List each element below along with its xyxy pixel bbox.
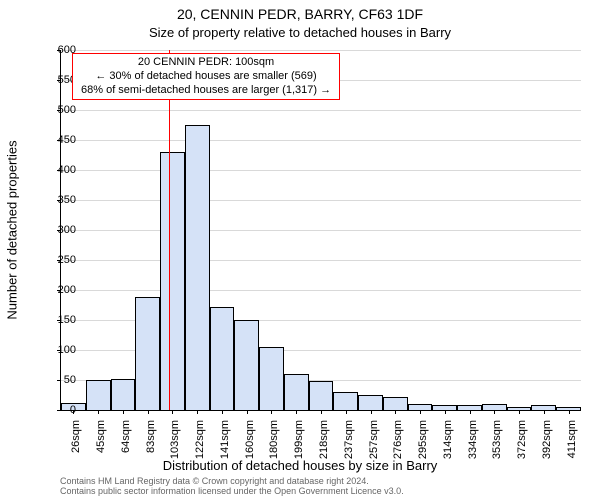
ytick-label: 250 — [40, 254, 76, 266]
ytick-label: 300 — [40, 224, 76, 236]
ytick-label: 450 — [40, 134, 76, 146]
x-axis-label: Distribution of detached houses by size … — [0, 458, 600, 473]
xtick-mark — [395, 410, 396, 414]
plot-area: 26sqm45sqm64sqm83sqm103sqm122sqm141sqm16… — [60, 50, 581, 411]
xtick-mark — [346, 410, 347, 414]
histogram-bar — [210, 307, 235, 410]
xtick-label: 160sqm — [244, 420, 256, 459]
xtick-label: 45sqm — [95, 420, 107, 453]
ytick-label: 100 — [40, 344, 76, 356]
xtick-mark — [148, 410, 149, 414]
xtick-mark — [123, 410, 124, 414]
y-axis-label: Number of detached properties — [5, 140, 20, 319]
ytick-label: 50 — [40, 374, 76, 386]
xtick-label: 103sqm — [169, 420, 181, 459]
histogram-bar — [234, 320, 259, 410]
xtick-label: 392sqm — [541, 420, 553, 459]
xtick-label: 314sqm — [442, 420, 454, 459]
xtick-mark — [271, 410, 272, 414]
histogram-bar — [309, 381, 334, 410]
annotation-line1: 20 CENNIN PEDR: 100sqm — [81, 56, 331, 70]
ytick-label: 600 — [40, 44, 76, 56]
histogram-bar — [135, 297, 160, 410]
footer-attribution: Contains HM Land Registry data © Crown c… — [60, 476, 404, 497]
xtick-label: 180sqm — [268, 420, 280, 459]
gridline — [61, 50, 581, 51]
gridline — [61, 290, 581, 291]
gridline — [61, 110, 581, 111]
ytick-label: 350 — [40, 194, 76, 206]
xtick-mark — [197, 410, 198, 414]
histogram-bar — [86, 380, 111, 410]
xtick-mark — [371, 410, 372, 414]
histogram-bar — [185, 125, 210, 410]
ytick-label: 500 — [40, 104, 76, 116]
xtick-label: 218sqm — [318, 420, 330, 459]
ytick-label: 200 — [40, 284, 76, 296]
xtick-label: 353sqm — [491, 420, 503, 459]
xtick-mark — [247, 410, 248, 414]
gridline — [61, 230, 581, 231]
gridline — [61, 140, 581, 141]
xtick-mark — [445, 410, 446, 414]
annotation-box: 20 CENNIN PEDR: 100sqm← 30% of detached … — [72, 53, 340, 100]
xtick-label: 199sqm — [293, 420, 305, 459]
xtick-label: 257sqm — [368, 420, 380, 459]
histogram-bar — [259, 347, 284, 410]
xtick-label: 237sqm — [343, 420, 355, 459]
xtick-label: 64sqm — [120, 420, 132, 453]
xtick-label: 26sqm — [70, 420, 82, 453]
xtick-label: 334sqm — [467, 420, 479, 459]
xtick-mark — [321, 410, 322, 414]
gridline — [61, 200, 581, 201]
xtick-label: 276sqm — [392, 420, 404, 459]
histogram-bar — [383, 397, 408, 410]
xtick-label: 122sqm — [194, 420, 206, 459]
chart-subtitle: Size of property relative to detached ho… — [0, 25, 600, 40]
chart-title: 20, CENNIN PEDR, BARRY, CF63 1DF — [0, 6, 600, 22]
marker-line — [169, 50, 170, 410]
xtick-mark — [544, 410, 545, 414]
ytick-label: 150 — [40, 314, 76, 326]
histogram-bar — [111, 379, 136, 410]
xtick-mark — [296, 410, 297, 414]
xtick-mark — [494, 410, 495, 414]
footer-line2: Contains public sector information licen… — [60, 486, 404, 496]
histogram-bar — [358, 395, 383, 410]
xtick-mark — [222, 410, 223, 414]
histogram-bar — [333, 392, 358, 410]
xtick-label: 372sqm — [516, 420, 528, 459]
ytick-label: 0 — [40, 404, 76, 416]
annotation-line2: ← 30% of detached houses are smaller (56… — [81, 70, 331, 84]
xtick-mark — [470, 410, 471, 414]
xtick-mark — [420, 410, 421, 414]
gridline — [61, 170, 581, 171]
xtick-label: 141sqm — [219, 420, 231, 459]
xtick-mark — [569, 410, 570, 414]
annotation-line3: 68% of semi-detached houses are larger (… — [81, 84, 331, 98]
gridline — [61, 260, 581, 261]
histogram-bar — [284, 374, 309, 410]
xtick-mark — [98, 410, 99, 414]
xtick-mark — [172, 410, 173, 414]
xtick-label: 83sqm — [145, 420, 157, 453]
ytick-label: 400 — [40, 164, 76, 176]
xtick-label: 411sqm — [566, 420, 578, 458]
xtick-label: 295sqm — [417, 420, 429, 459]
footer-line1: Contains HM Land Registry data © Crown c… — [60, 476, 404, 486]
ytick-label: 550 — [40, 74, 76, 86]
xtick-mark — [519, 410, 520, 414]
histogram-bar — [160, 152, 185, 410]
